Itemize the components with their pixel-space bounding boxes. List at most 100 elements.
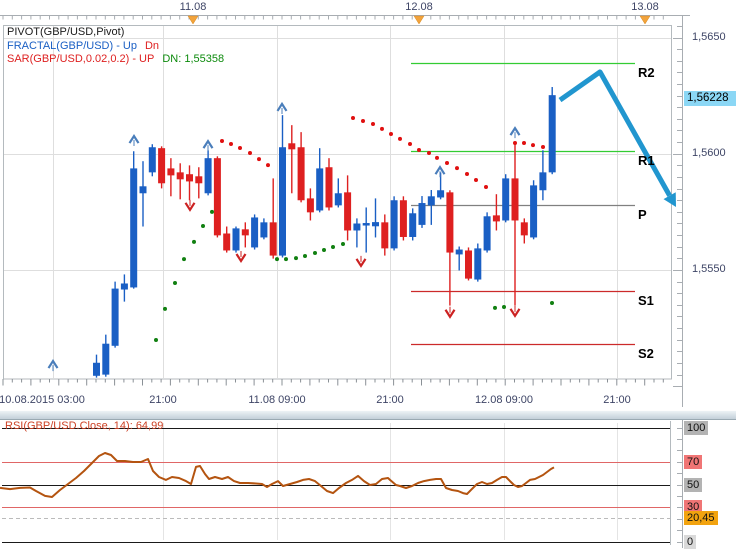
rsi-scale-badge-50: 50 [684, 477, 703, 492]
day-start-marker-icon [187, 15, 199, 25]
candle-bullish [148, 147, 156, 173]
candle-bearish [381, 222, 389, 249]
candle-bullish [204, 158, 212, 194]
price-scale-label: 1,5550 [692, 263, 726, 275]
trend-arrow-drawing[interactable] [558, 69, 676, 207]
sar-dn-dot [331, 244, 335, 249]
candle-bearish [269, 222, 277, 256]
candle-bearish [288, 143, 296, 150]
candle-bullish [260, 222, 268, 238]
sar-up-dot [484, 184, 488, 189]
legend-pivot: PIVOT(GBP/USD,Pivot) [7, 26, 224, 40]
candle-bearish [520, 222, 528, 236]
fractal-down-icon [444, 309, 456, 319]
sar-up-dot [351, 115, 355, 120]
candle-bullish [93, 362, 100, 376]
sar-up-dot [361, 118, 365, 123]
top-date-label: 11.08 [179, 1, 207, 13]
legend-sar-prefix: SAR(GBP/USD,0.02,0.2) - [7, 53, 140, 65]
sar-up-dot [455, 166, 459, 171]
fractal-up-icon [47, 359, 59, 369]
sar-dn-dot [163, 306, 167, 311]
sar-up-dot [531, 143, 535, 148]
trend-arrow-line[interactable] [558, 69, 672, 197]
candle-bearish [306, 198, 314, 213]
sar-up-dot [445, 161, 449, 166]
sar-up-dot [522, 141, 526, 146]
indicator-legend: PIVOT(GBP/USD,Pivot) FRACTAL(GBP/USD) - … [7, 26, 224, 67]
time-label: 21:00 [149, 394, 177, 406]
fractal-down-icon [509, 308, 521, 318]
sar-up-dot [371, 121, 375, 126]
candle-bearish [195, 176, 203, 184]
candle-bearish [158, 148, 166, 184]
price-scale-label: 1,5600 [692, 146, 726, 159]
rsi-scale-badge-20_45: 20,45 [684, 511, 718, 526]
fractal-up-icon [276, 101, 288, 112]
candle-bullish [390, 200, 398, 249]
rsi-scale-badge-30: 30 [684, 500, 703, 515]
time-label: 12.08 09:00 [474, 394, 534, 406]
legend-sar-up: UP [139, 53, 155, 65]
legend-fractal: FRACTAL(GBP/USD) - Up Dn [7, 40, 224, 54]
sar-dn-dot [154, 337, 158, 342]
sar-up-dot [435, 155, 439, 160]
candle-bullish [334, 193, 342, 206]
candle-bullish [437, 190, 445, 198]
candle-bullish [353, 223, 361, 231]
day-start-marker-icon [639, 15, 651, 25]
price-scale-drag-area[interactable] [682, 15, 736, 408]
sar-up-dot [220, 138, 224, 143]
sar-up-dot [398, 136, 402, 141]
fractal-up-icon [434, 165, 446, 175]
candle-bullish [530, 185, 538, 238]
time-scale-drag-area[interactable] [0, 379, 690, 409]
candle-bullish [548, 95, 556, 173]
sar-up-dot [389, 131, 393, 136]
candle-bearish [492, 215, 500, 222]
sar-up-dot [541, 145, 545, 150]
candle-bullish [279, 147, 286, 256]
current-price-badge: 1,56228 [684, 91, 736, 106]
sar-dn-dot [275, 257, 279, 262]
candle-bullish [111, 288, 119, 346]
sar-up-dot [427, 151, 431, 156]
top-date-label: 13.08 [631, 1, 659, 13]
candle-bullish [427, 196, 435, 206]
fractal-up-icon [509, 126, 521, 136]
price-scale-label: 1,5650 [692, 30, 726, 43]
sar-up-dot [257, 157, 261, 162]
sar-up-dot [248, 151, 252, 156]
candle-bullish [474, 248, 482, 280]
sar-up-dot [417, 148, 421, 153]
fractal-up-icon [128, 133, 140, 144]
pivot-label-r1: R1 [638, 153, 655, 169]
sar-dn-dot [313, 251, 317, 256]
rsi-line-series [0, 452, 555, 498]
candle-bullish [539, 172, 547, 191]
candle-bullish [102, 343, 110, 375]
sar-up-dot [229, 141, 233, 146]
candle-bearish [511, 178, 519, 221]
trend-arrow-head-icon[interactable] [663, 192, 676, 207]
day-start-marker-icon [413, 15, 425, 25]
panel-separator[interactable] [0, 410, 736, 420]
sar-dn-dot [322, 248, 326, 253]
candle-bullish [362, 223, 370, 226]
candle-bullish [455, 249, 463, 255]
sar-dn-dot [493, 305, 497, 310]
rsi-scale-badge-70: 70 [684, 454, 703, 469]
candle-bullish [139, 186, 147, 194]
candle-bearish [325, 167, 333, 208]
sar-dn-dot [341, 241, 345, 246]
fractal-down-icon [355, 258, 367, 268]
sar-up-dot [465, 171, 469, 176]
rsi-scale-badge-0: 0 [684, 534, 697, 549]
rsi-scale-drag-area[interactable] [682, 420, 736, 548]
rsi-scale-badge-100: 100 [684, 420, 709, 435]
pivot-label-s2: S2 [638, 346, 654, 362]
legend-fractal-prefix: FRACTAL(GBP/USD) - [7, 39, 123, 52]
candle-bearish [399, 200, 407, 237]
